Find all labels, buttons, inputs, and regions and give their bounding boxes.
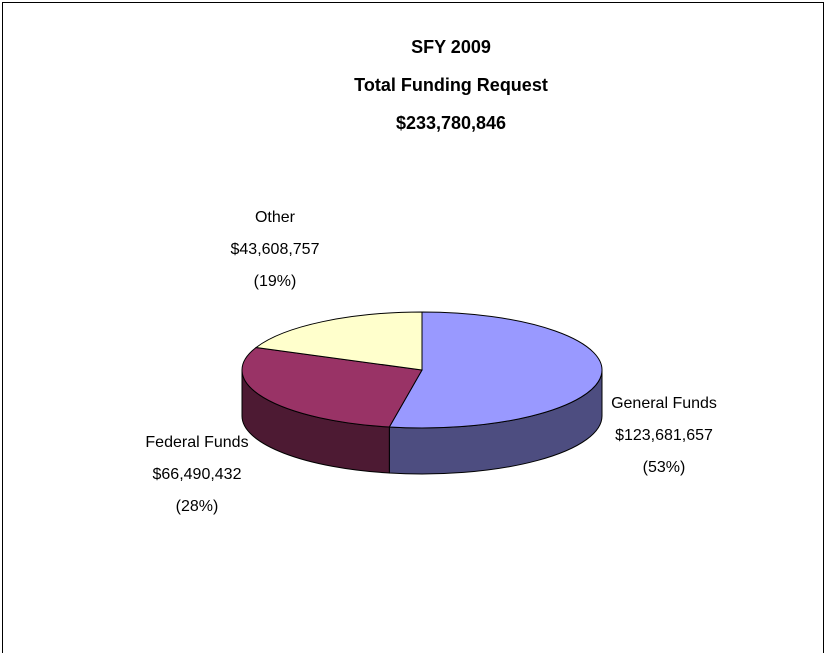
chart-title: Total Funding Request bbox=[354, 75, 548, 95]
slice-value-label: $66,490,432 bbox=[153, 466, 242, 483]
slice-percent-label: (19%) bbox=[254, 273, 297, 290]
slice bbox=[241, 346, 423, 428]
slice-label: Other bbox=[255, 209, 296, 226]
slice bbox=[254, 311, 423, 371]
slice bbox=[388, 311, 603, 429]
slice-label: General Funds bbox=[611, 395, 717, 412]
slice-value-label: $123,681,657 bbox=[615, 427, 713, 444]
slice-percent-label: (28%) bbox=[176, 498, 219, 515]
slice-value-label: $43,608,757 bbox=[231, 241, 320, 258]
pie-sides bbox=[241, 369, 603, 475]
pie-tops bbox=[241, 311, 603, 429]
chart-title: SFY 2009 bbox=[411, 37, 491, 57]
slice-label: Federal Funds bbox=[145, 434, 248, 451]
chart-title: $233,780,846 bbox=[396, 113, 506, 133]
slice-percent-label: (53%) bbox=[643, 459, 686, 476]
